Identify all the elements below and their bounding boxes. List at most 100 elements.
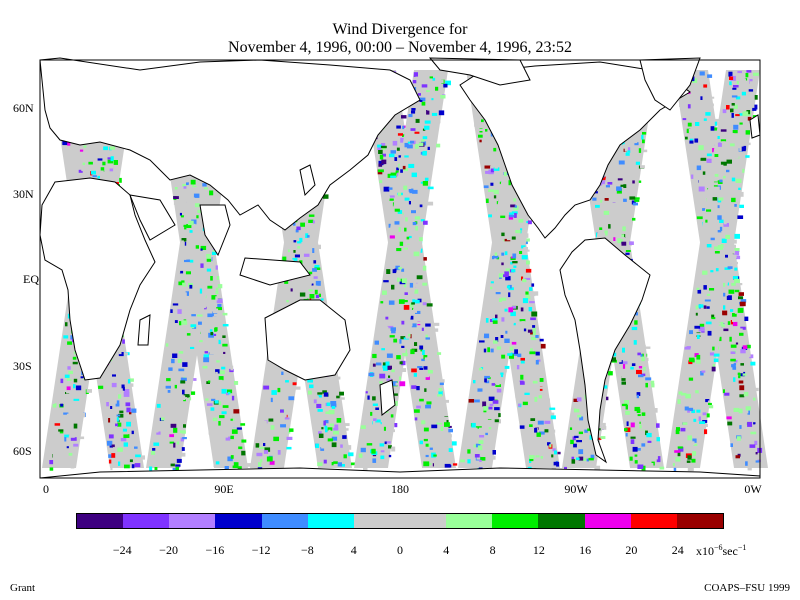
swath-speckle (600, 436, 606, 439)
swath-speckle (504, 171, 507, 177)
swath-speckle (755, 387, 759, 392)
swath-speckle (213, 313, 219, 317)
swath-speckle (385, 316, 389, 320)
swath-speckle (380, 418, 384, 423)
swath-speckle (679, 102, 684, 107)
swath-speckle (675, 429, 680, 435)
swath-speckle (732, 276, 739, 280)
swath-speckle (59, 416, 63, 421)
swath-speckle (637, 352, 641, 356)
swath-speckle (752, 107, 757, 111)
swath-speckle (305, 233, 309, 238)
swath-speckle (334, 424, 339, 430)
swath-speckle (387, 248, 393, 252)
swath-speckle (719, 172, 724, 177)
swath-speckle (427, 146, 430, 150)
swath-speckle (576, 397, 582, 402)
swath-speckle (742, 111, 749, 117)
swath-speckle (205, 191, 211, 197)
swath-speckle (262, 420, 267, 425)
swath-speckle (490, 182, 494, 186)
swath-speckle (705, 423, 708, 427)
swath-speckle (648, 463, 654, 468)
swath-speckle (419, 317, 425, 321)
swath-speckle (625, 153, 630, 156)
swath-speckle (423, 366, 428, 370)
swath-speckle (514, 213, 517, 218)
swath-speckle (108, 164, 113, 169)
swath-speckle (521, 304, 527, 308)
swath-speckle (687, 435, 692, 441)
swath-speckle (389, 280, 396, 285)
swath-speckle (388, 300, 395, 305)
swath-speckle (607, 182, 613, 185)
swath-speckle (186, 223, 192, 228)
swath-speckle (379, 443, 385, 447)
swath-speckle (185, 291, 189, 296)
swath-speckle (725, 234, 730, 240)
swath-speckle (617, 238, 623, 244)
swath-speckle (685, 393, 691, 399)
swath-speckle (416, 386, 420, 391)
swath-speckle (153, 442, 160, 446)
swath-speckle (529, 424, 533, 427)
swath-speckle (273, 436, 279, 442)
swath-speckle (698, 186, 705, 192)
swath-speckle (322, 390, 327, 394)
swath-speckle (424, 125, 430, 130)
swath-speckle (747, 421, 753, 427)
swath-speckle (331, 462, 334, 466)
swath-speckle (119, 365, 123, 368)
swath-speckle (576, 440, 582, 443)
swath-speckle (689, 140, 694, 144)
swath-speckle (712, 239, 715, 242)
swath-speckle (413, 373, 417, 377)
colorbar-tick-label: −8 (301, 543, 314, 557)
swath-speckle (500, 297, 507, 301)
swath-speckle (728, 71, 733, 77)
swath-speckle (372, 363, 376, 367)
swath-speckle (729, 81, 732, 86)
swath-speckle (511, 268, 516, 273)
swath-speckle (739, 425, 742, 429)
swath-speckle (488, 214, 492, 218)
swath-speckle (107, 440, 113, 446)
swath-speckle (634, 142, 639, 146)
swath-speckle (700, 371, 704, 376)
swath-speckle (714, 291, 719, 297)
swath-speckle (493, 147, 497, 152)
swath-speckle (479, 435, 485, 438)
swath-speckle (715, 268, 719, 272)
swath-speckle (496, 388, 502, 393)
swath-speckle (280, 463, 283, 468)
swath-speckle (719, 226, 723, 231)
swath-speckle (175, 466, 179, 472)
swath-speckle (697, 334, 700, 339)
swath-speckle (484, 375, 490, 379)
swath-speckle (182, 349, 186, 352)
swath-speckle (383, 164, 389, 168)
swath-speckle (406, 191, 410, 196)
swath-speckle (414, 409, 420, 413)
colorbar-tick-label: −16 (205, 543, 225, 557)
swath-speckle (692, 358, 695, 363)
swath-speckle (724, 85, 729, 91)
swath-speckle (425, 323, 431, 327)
swath-speckle (635, 161, 640, 165)
swath-speckle (410, 140, 414, 144)
swath-speckle (266, 429, 271, 435)
swath-speckle (755, 424, 760, 429)
swath-speckle (474, 399, 480, 403)
swath-speckle (217, 284, 223, 289)
swath-speckle (119, 177, 122, 183)
swath-speckle (494, 252, 498, 256)
swath-speckle (744, 316, 749, 321)
swath-speckle (723, 305, 726, 310)
swath-speckle (66, 391, 70, 394)
swath-speckle (113, 160, 118, 165)
colorbar-tick-label: −24 (112, 543, 132, 557)
swath-speckle (734, 154, 739, 159)
swath-speckle (631, 200, 636, 205)
swath-speckle (484, 378, 487, 383)
swath-speckle (415, 76, 420, 81)
